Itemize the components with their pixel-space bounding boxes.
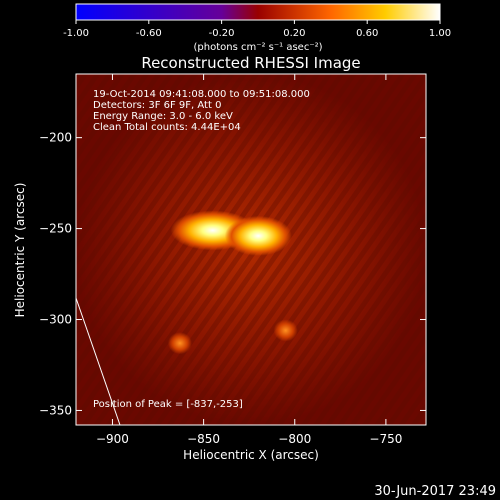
emission-sources <box>167 210 298 355</box>
annotation-line: 19-Oct-2014 09:41:08.000 to 09:51:08.000 <box>93 89 310 100</box>
colorbar <box>75 3 441 21</box>
annotation-line: Detectors: 3F 6F 9F, Att 0 <box>93 100 221 111</box>
colorbar-tick-label: -0.20 <box>209 28 235 39</box>
annotations: 19-Oct-2014 09:41:08.000 to 09:51:08.000… <box>93 89 310 133</box>
colorbar-tick-label: 1.00 <box>429 28 451 39</box>
y-tick-label: −200 <box>39 131 72 145</box>
x-tick-label: −750 <box>369 432 402 446</box>
limb-line <box>76 297 121 425</box>
x-tick-label: −800 <box>278 432 311 446</box>
y-tick-label: −300 <box>39 313 72 327</box>
peak-position-label: Position of Peak = [-837,-253] <box>93 399 243 410</box>
colorbar-tick-label: -1.00 <box>63 28 89 39</box>
timestamp: 30-Jun-2017 23:49 <box>374 484 496 499</box>
emission-source <box>273 319 298 342</box>
colorbar-ticks: -1.00 -0.60 -0.20 0.20 0.60 1.00 <box>63 20 451 39</box>
colorbar-unit-label: (photons cm⁻² s⁻¹ asec⁻²) <box>193 42 322 53</box>
annotation-line: Clean Total counts: 4.44E+04 <box>93 122 241 133</box>
image-area <box>76 74 426 425</box>
colorbar-tick-label: 0.60 <box>356 28 378 39</box>
colorbar-tick-label: 0.20 <box>283 28 305 39</box>
x-tick-label: −850 <box>187 432 220 446</box>
x-tick-label: −900 <box>96 432 129 446</box>
chart-title: Reconstructed RHESSI Image <box>141 54 360 72</box>
emission-source <box>224 215 292 256</box>
y-tick-label: −250 <box>39 222 72 236</box>
annotation-line: Energy Range: 3.0 - 6.0 keV <box>93 111 233 122</box>
axis-ticks: −900 −850 −800 −750 −200 −250 −300 −350 <box>39 74 426 446</box>
emission-source <box>167 332 192 355</box>
plot-frame <box>75 73 427 426</box>
x-axis-label: Heliocentric X (arcsec) <box>183 448 319 462</box>
y-axis-label: Heliocentric Y (arcsec) <box>13 183 27 318</box>
colorbar-tick-label: -0.60 <box>136 28 162 39</box>
y-tick-label: −350 <box>39 403 72 417</box>
